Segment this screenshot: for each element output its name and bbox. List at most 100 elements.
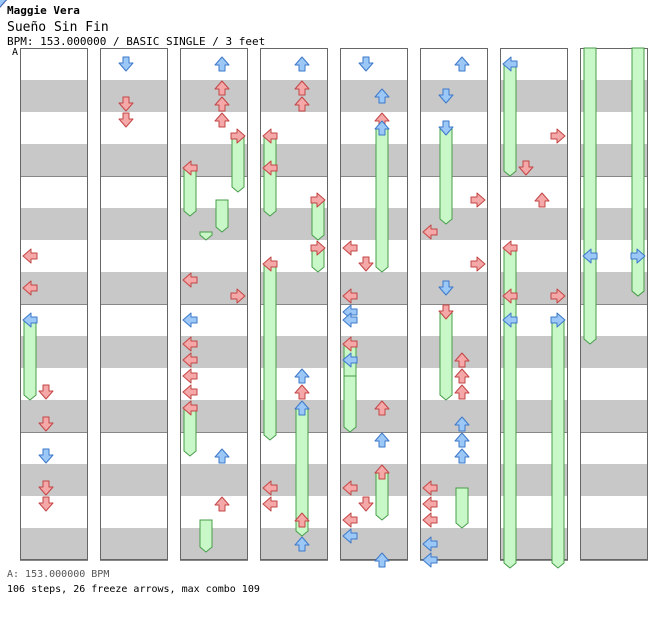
song-title: Sueño Sin Fin xyxy=(7,20,109,35)
arrow-quarter-note xyxy=(422,224,438,240)
arrow-eighth-note xyxy=(454,416,470,432)
arrow-eighth-note xyxy=(22,312,38,328)
beat-stripe xyxy=(580,400,648,432)
arrow-quarter-note xyxy=(214,112,230,128)
beat-stripe xyxy=(420,144,488,176)
arrow-quarter-note xyxy=(214,80,230,96)
arrow-quarter-note xyxy=(118,112,134,128)
arrow-quarter-note xyxy=(118,96,134,112)
arrow-eighth-note xyxy=(374,432,390,448)
freeze-arrow xyxy=(215,199,229,233)
arrow-quarter-note xyxy=(214,96,230,112)
freeze-arrow xyxy=(199,519,213,553)
arrow-quarter-note xyxy=(294,96,310,112)
freeze-arrow xyxy=(503,319,517,569)
arrow-quarter-note xyxy=(38,480,54,496)
freeze-arrow xyxy=(231,135,245,193)
freeze-arrow xyxy=(183,407,197,457)
freeze-arrow xyxy=(23,319,37,401)
arrow-quarter-note xyxy=(342,240,358,256)
arrow-quarter-note xyxy=(214,496,230,512)
beat-stripe xyxy=(20,144,88,176)
arrow-quarter-note xyxy=(550,288,566,304)
arrow-eighth-note xyxy=(374,552,390,568)
arrow-eighth-note xyxy=(454,56,470,72)
column-border xyxy=(260,48,328,560)
beat-stripe xyxy=(180,464,248,496)
arrow-quarter-note xyxy=(38,496,54,512)
arrow-quarter-note xyxy=(294,512,310,528)
arrow-quarter-note xyxy=(550,128,566,144)
arrow-eighth-note xyxy=(214,56,230,72)
beat-stripe xyxy=(100,400,168,432)
beat-stripe xyxy=(340,80,408,112)
arrow-eighth-note xyxy=(182,312,198,328)
freeze-arrow xyxy=(551,319,565,569)
arrow-quarter-note xyxy=(358,256,374,272)
arrow-eighth-note xyxy=(502,312,518,328)
freeze-arrow xyxy=(183,167,197,217)
arrow-quarter-note xyxy=(294,80,310,96)
beat-stripe xyxy=(20,528,88,560)
column-border xyxy=(180,48,248,560)
arrow-quarter-note xyxy=(454,384,470,400)
freeze-arrow xyxy=(343,375,357,433)
freeze-arrow xyxy=(583,255,597,345)
arrow-quarter-note xyxy=(182,160,198,176)
beat-stripe xyxy=(580,528,648,560)
beat-stripe xyxy=(180,528,248,560)
arrow-eighth-note xyxy=(454,432,470,448)
arrow-quarter-note xyxy=(422,496,438,512)
arrow-eighth-note xyxy=(438,88,454,104)
beat-stripe xyxy=(340,208,408,240)
arrow-quarter-note xyxy=(374,464,390,480)
arrow-eighth-note xyxy=(374,120,390,136)
arrow-quarter-note xyxy=(454,368,470,384)
freeze-arrow xyxy=(455,487,469,529)
beat-stripe xyxy=(420,400,488,432)
arrow-quarter-note xyxy=(22,280,38,296)
arrow-eighth-note xyxy=(294,368,310,384)
beat-stripe xyxy=(100,80,168,112)
arrow-quarter-note xyxy=(470,192,486,208)
arrow-quarter-note xyxy=(262,256,278,272)
beat-stripe xyxy=(100,528,168,560)
arrow-eighth-note xyxy=(342,528,358,544)
arrow-eighth-note xyxy=(294,56,310,72)
arrow-eighth-note xyxy=(550,312,566,328)
arrow-eighth-note xyxy=(294,400,310,416)
beat-stripe xyxy=(100,144,168,176)
arrow-quarter-note xyxy=(182,336,198,352)
beat-stripe xyxy=(20,208,88,240)
arrow-eighth-note xyxy=(422,552,438,568)
arrow-quarter-note xyxy=(38,384,54,400)
bpm-legend: A: 153.000000 BPM xyxy=(7,569,110,580)
beat-stripe xyxy=(260,528,328,560)
arrow-quarter-note xyxy=(534,192,550,208)
freeze-arrow xyxy=(199,231,213,241)
arrow-quarter-note xyxy=(182,368,198,384)
freeze-arrow xyxy=(375,127,389,273)
freeze-arrow xyxy=(503,63,517,177)
arrow-quarter-note xyxy=(502,288,518,304)
freeze-arrow xyxy=(263,167,277,217)
artist-name: Maggie Vera xyxy=(7,4,80,17)
arrow-quarter-note xyxy=(310,240,326,256)
arrow-quarter-note xyxy=(518,160,534,176)
arrow-quarter-note xyxy=(294,384,310,400)
arrow-eighth-note xyxy=(38,448,54,464)
bpm-marker-label: A xyxy=(12,47,19,58)
arrow-eighth-note xyxy=(438,120,454,136)
arrow-eighth-note xyxy=(294,536,310,552)
beat-stripe xyxy=(20,400,88,432)
chart-stats: 106 steps, 26 freeze arrows, max combo 1… xyxy=(7,584,260,595)
arrow-quarter-note xyxy=(22,248,38,264)
arrow-quarter-note xyxy=(470,256,486,272)
arrow-quarter-note xyxy=(342,480,358,496)
arrow-quarter-note xyxy=(230,288,246,304)
freeze-arrow xyxy=(439,311,453,401)
arrow-quarter-note xyxy=(182,400,198,416)
column-border xyxy=(420,48,488,560)
arrow-eighth-note xyxy=(0,0,7,8)
arrow-quarter-note xyxy=(342,288,358,304)
